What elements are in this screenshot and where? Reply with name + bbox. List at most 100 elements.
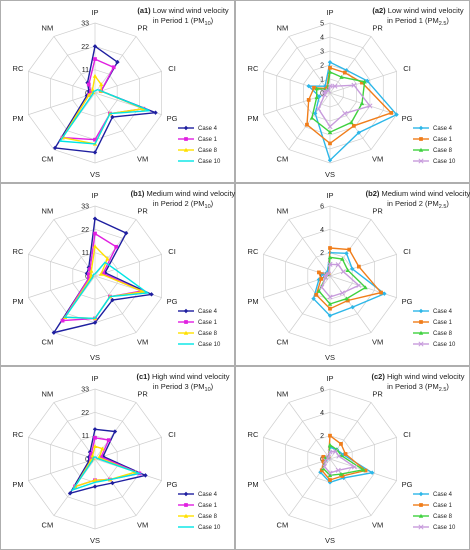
axis-label-ci: CI [403, 430, 411, 439]
panel-title-line1: (c1) High wind wind velocity [137, 372, 230, 381]
data-point [115, 59, 120, 65]
data-point [362, 79, 367, 84]
data-point [92, 320, 98, 325]
axis-label-pr: PR [372, 23, 383, 32]
panel-label: (a1) [137, 6, 151, 15]
tick-label: 4 [320, 35, 324, 42]
panel-title-line1: (c2) High wind wind velocity [372, 372, 465, 381]
data-point [88, 267, 92, 272]
legend-item: Case 10 [178, 525, 221, 531]
axis-label-pr: PR [372, 206, 383, 215]
data-point [335, 467, 341, 473]
data-point [327, 301, 333, 306]
legend-item: Case 8 [413, 330, 453, 337]
legend-marker [183, 330, 189, 335]
grid-spoke [53, 402, 96, 460]
title-text: High wind wind velocity [152, 372, 230, 381]
axis-label-rc: RC [13, 430, 24, 439]
panel-title-line2: in Period 3 (PM2.5) [387, 382, 449, 393]
pollutant-subscript: 2.5 [439, 387, 447, 393]
axis-label-pm: PM [12, 297, 23, 306]
axis-label-vm: VM [372, 155, 383, 164]
grid-spoke [329, 92, 372, 150]
tick-label: 4 [320, 227, 324, 234]
legend-item: Case 10 [413, 341, 456, 348]
legend-marker [418, 491, 424, 497]
panel-title-line1: (b1) Medium wind wind velocity [131, 189, 236, 198]
panel-title-line2: in Period 2 (PM10) [153, 199, 214, 210]
axis-label-rc: RC [13, 64, 24, 73]
legend-label: Case 10 [433, 525, 456, 531]
legend-label: Case 10 [198, 159, 221, 165]
pollutant-subscript: 2.5 [439, 204, 447, 210]
data-point [317, 270, 321, 275]
legend-item: Case 8 [413, 147, 453, 154]
data-point [87, 276, 91, 280]
legend-item: Case 1 [178, 137, 218, 143]
axis-label-ci: CI [403, 64, 411, 73]
pollutant-subscript: 10 [205, 21, 211, 27]
data-point [338, 471, 344, 476]
legend-label: Case 8 [198, 514, 218, 520]
data-point [92, 427, 98, 432]
legend-item: Case 8 [178, 330, 218, 337]
data-point [361, 467, 366, 472]
data-point [92, 73, 98, 78]
panel-border [235, 0, 470, 183]
legend-label: Case 1 [198, 320, 218, 326]
axis-label-cm: CM [277, 338, 289, 347]
data-point [93, 435, 97, 440]
axis-label-vs: VS [90, 536, 100, 545]
data-point [93, 137, 97, 142]
axis-label-nm: NM [42, 206, 54, 215]
data-point [336, 453, 342, 459]
axis-label-pr: PR [137, 389, 148, 398]
tick-label: 33 [81, 204, 89, 211]
title-close: ) [446, 382, 449, 391]
data-point [339, 74, 344, 79]
legend-label: Case 8 [433, 514, 453, 520]
tick-label: 22 [81, 44, 89, 51]
grid-spoke [263, 437, 331, 460]
data-point [87, 272, 91, 276]
legend-item: Case 1 [413, 137, 453, 143]
data-point [349, 266, 355, 271]
grid-spoke [28, 92, 96, 115]
legend-marker [183, 125, 189, 131]
axis-label-ip: IP [91, 191, 98, 200]
legend-label: Case 4 [433, 492, 453, 498]
series-case-10 [321, 448, 357, 476]
title-close: ) [446, 16, 449, 25]
legend-marker [183, 147, 189, 152]
data-point [314, 293, 319, 297]
data-point [363, 468, 368, 473]
axis-label-pm: PM [12, 480, 23, 489]
axis-label-nm: NM [42, 389, 54, 398]
axis-label-cm: CM [277, 155, 289, 164]
data-point [315, 106, 322, 112]
title-period: in Period 3 (PM [153, 382, 205, 391]
tick-label: 11 [82, 67, 89, 74]
series-case-10 [319, 261, 362, 300]
legend-marker [419, 320, 423, 324]
axis-label-pm: PM [247, 114, 258, 123]
data-point [306, 98, 311, 102]
axis-label-vs: VS [90, 170, 100, 179]
series-line [63, 261, 150, 320]
data-point [327, 255, 333, 260]
data-point [93, 231, 97, 236]
axis-label-nm: NM [277, 389, 289, 398]
title-close: ) [211, 16, 214, 25]
legend-item: Case 1 [413, 320, 453, 326]
axis-label-ip: IP [91, 8, 98, 17]
axis-label-cm: CM [42, 521, 54, 530]
grid-spoke [288, 92, 331, 150]
data-point [123, 230, 129, 236]
data-point [90, 87, 95, 92]
axis-label-vm: VM [372, 521, 383, 530]
data-point [345, 268, 350, 272]
series-line [70, 456, 142, 492]
axis-label-rc: RC [248, 430, 259, 439]
